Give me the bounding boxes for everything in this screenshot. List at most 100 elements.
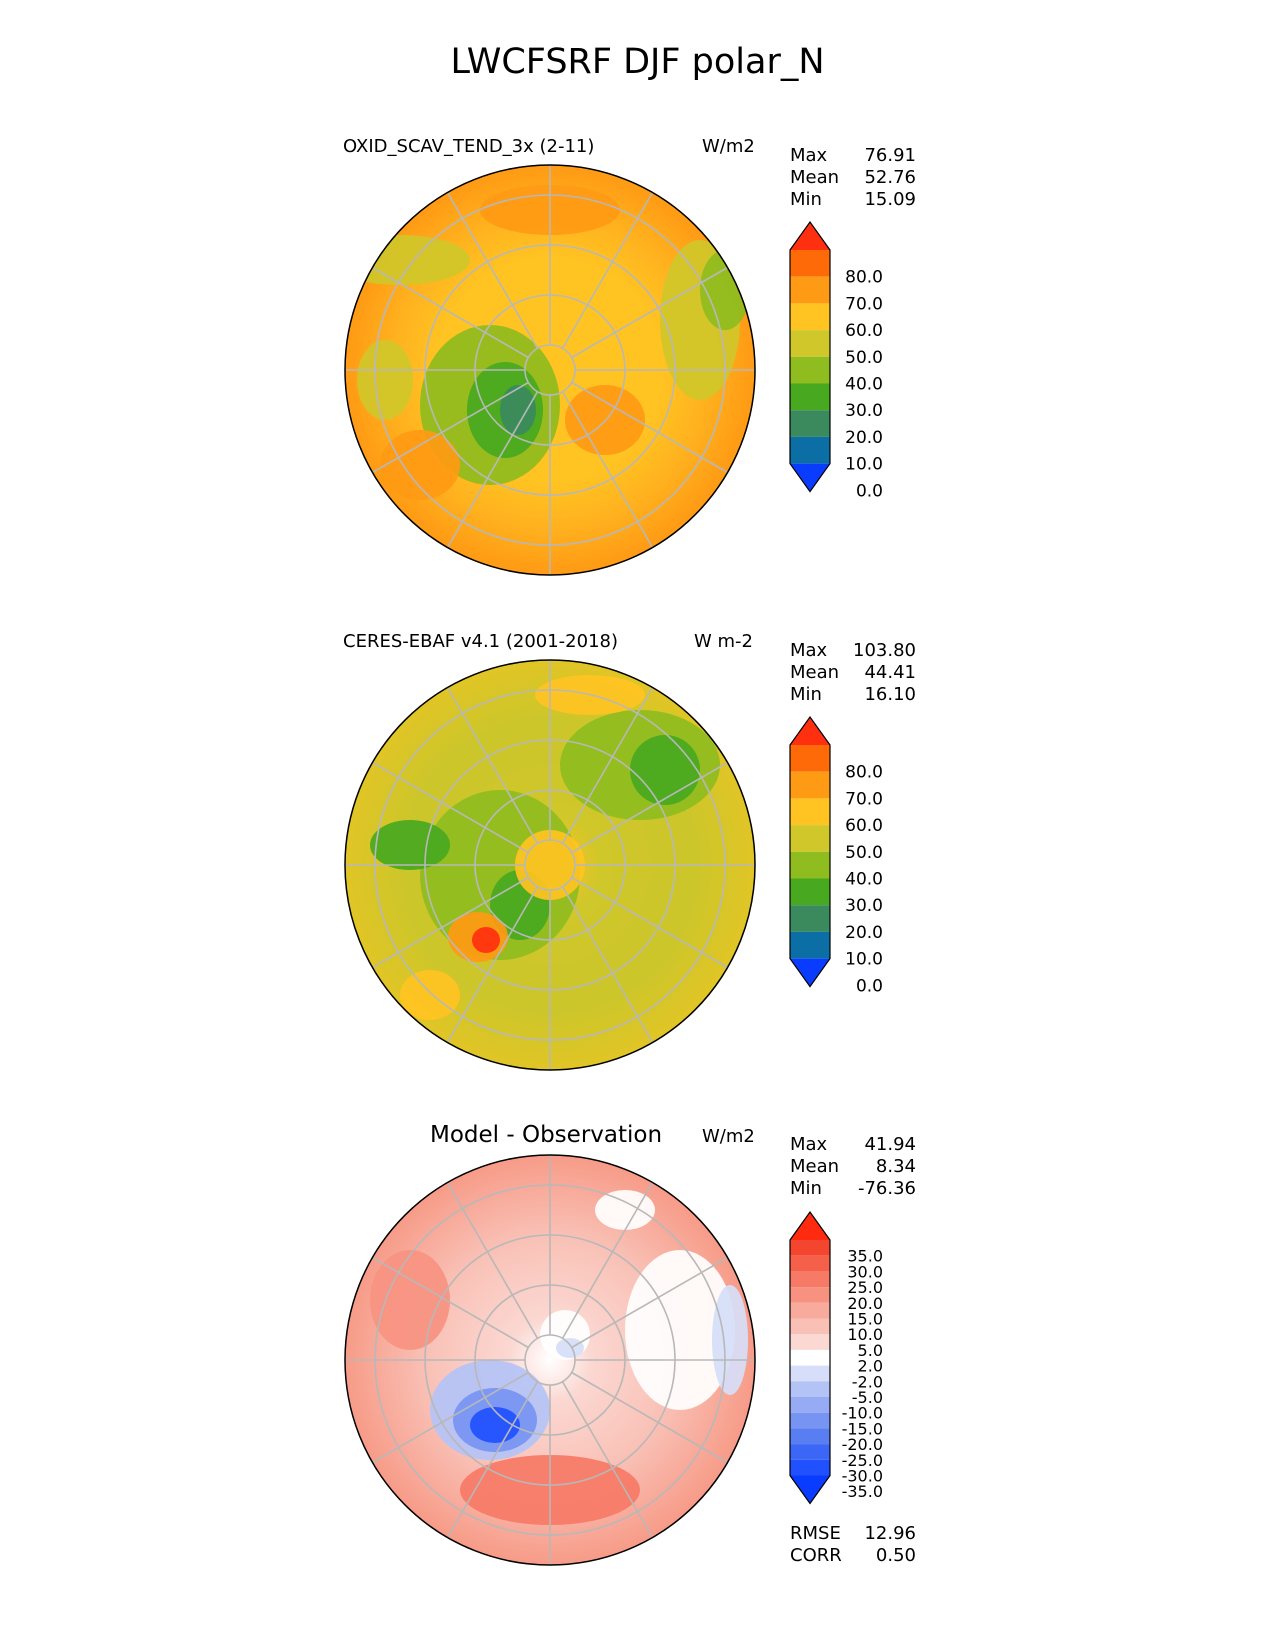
colorbar-3-segment xyxy=(790,1302,830,1319)
panel1-min-label: Min xyxy=(790,189,822,210)
colorbar-3-tick-label: 5.0 xyxy=(858,1341,883,1360)
colorbar-3-tick-label: 35.0 xyxy=(847,1247,883,1266)
panel3-rmse-value: 12.96 xyxy=(864,1523,916,1544)
map-field-3 xyxy=(345,1155,755,1565)
colorbar-2: 80.0 70.0 60.0 50.0 40.0 30.0 20.0 10.0 0.0 xyxy=(789,715,883,996)
colorbar-3-segment xyxy=(790,1287,830,1303)
colorbar-3-segment xyxy=(790,1381,830,1397)
panel2-mean-label: Mean xyxy=(790,662,840,683)
colorbar-2-segment xyxy=(790,825,830,852)
panel1-min-value: 15.09 xyxy=(864,189,916,210)
colorbar-2-tick-label: 20.0 xyxy=(845,923,883,943)
colorbar-1-segment xyxy=(790,330,830,357)
colorbar-2-segment xyxy=(790,745,830,772)
colorbar-3-extend-top xyxy=(790,1212,830,1240)
colorbar-2-tick-label: 70.0 xyxy=(845,789,883,809)
panel2-min-label: Min xyxy=(790,684,822,705)
colorbar-3-tick-label: -10.0 xyxy=(842,1404,883,1423)
colorbar-1-tick-label: 40.0 xyxy=(845,375,883,395)
colorbar-1-segment xyxy=(790,303,830,331)
colorbar-1-segment xyxy=(790,250,830,277)
colorbar-3-tick-label: -20.0 xyxy=(842,1435,883,1454)
colorbar-3-tick-label: -25.0 xyxy=(842,1451,883,1470)
colorbar-1-tick-label: 20.0 xyxy=(845,428,883,448)
map-border-1 xyxy=(344,164,756,576)
colorbar-3-tick-label: -35.0 xyxy=(842,1482,883,1501)
panel2-units: W m-2 xyxy=(694,631,754,652)
panel3-min-label: Min xyxy=(790,1178,822,1199)
panel3-corr-value: 0.50 xyxy=(875,1545,916,1566)
colorbar-1-segment xyxy=(790,410,830,437)
colorbar-3-tick-label: 25.0 xyxy=(847,1278,883,1297)
colorbar-3-outline xyxy=(789,1210,831,1505)
colorbar-1-segment xyxy=(790,356,830,384)
panel1-mean-label: Mean xyxy=(790,167,840,188)
colorbar-3-segment xyxy=(790,1240,830,1256)
colorbar-1-extend-bottom xyxy=(790,463,830,492)
colorbar-1-tick-label: 70.0 xyxy=(845,294,883,314)
colorbar-3-segment xyxy=(790,1459,830,1476)
panel1-units: W/m2 xyxy=(702,136,755,157)
panel3-min-value: -76.36 xyxy=(857,1178,916,1199)
colorbar-2-extend-bottom xyxy=(790,958,830,987)
panel3-max-value: 41.94 xyxy=(864,1134,916,1155)
colorbar-2-tick-label: 10.0 xyxy=(845,950,883,970)
colorbar-2-outline xyxy=(789,715,831,988)
panel3-units: W/m2 xyxy=(702,1126,755,1147)
panel2-title: CERES-EBAF v4.1 (2001-2018) xyxy=(343,631,619,652)
colorbar-2-segment xyxy=(790,905,830,932)
colorbar-2-segment xyxy=(790,931,830,959)
colorbar-3-tick-label: -15.0 xyxy=(842,1419,883,1438)
colorbar-2-tick-label: 50.0 xyxy=(845,843,883,863)
colorbar-3: 35.030.025.020.015.010.05.02.0-2.0-5.0-1… xyxy=(789,1210,883,1505)
colorbar-1-tick-label: 10.0 xyxy=(845,455,883,475)
colorbar-3-segment xyxy=(790,1318,830,1335)
panel1-title: OXID_SCAV_TEND_3x (2-11) xyxy=(343,136,595,157)
colorbar-2-segment xyxy=(790,878,830,906)
colorbar-1-tick-label: 80.0 xyxy=(845,268,883,288)
colorbar-2-segment xyxy=(790,851,830,879)
polar-map-3 xyxy=(344,1154,756,1566)
panel1-max-value: 76.91 xyxy=(864,145,916,166)
colorbar-3-segment xyxy=(790,1444,830,1460)
panel1-max-label: Max xyxy=(790,145,828,166)
colorbar-2-segment xyxy=(790,798,830,826)
colorbar-3-tick-label: 30.0 xyxy=(847,1262,883,1281)
colorbar-3-segment xyxy=(790,1428,830,1445)
colorbar-2-tick-label: 80.0 xyxy=(845,763,883,783)
panel3-title: Model - Observation xyxy=(430,1122,663,1148)
panel3-mean-value: 8.34 xyxy=(875,1156,916,1177)
graticule-1 xyxy=(345,165,755,575)
panel1-mean-value: 52.76 xyxy=(864,167,916,188)
panel2-mean-value: 44.41 xyxy=(864,662,916,683)
panel3-mean-label: Mean xyxy=(790,1156,840,1177)
colorbar-2-tick-label: 40.0 xyxy=(845,870,883,890)
colorbar-2-tick-label: 60.0 xyxy=(845,816,883,836)
colorbar-3-tick-label: 20.0 xyxy=(847,1294,883,1313)
panel3-max-label: Max xyxy=(790,1134,828,1155)
colorbar-3-segment xyxy=(790,1365,830,1382)
colorbar-1-tick-label: 50.0 xyxy=(845,348,883,368)
panel3-rmse-label: RMSE xyxy=(790,1523,841,1544)
colorbar-3-segment xyxy=(790,1397,830,1413)
colorbar-3-tick-label: 2.0 xyxy=(858,1357,883,1376)
colorbar-1-tick-label: 0.0 xyxy=(856,481,883,501)
panel3-corr-label: CORR xyxy=(790,1545,842,1566)
colorbar-1-extend-top xyxy=(790,222,830,250)
colorbar-1-segment xyxy=(790,276,830,304)
colorbar-2-segment xyxy=(790,771,830,799)
colorbar-1-tick-label: 60.0 xyxy=(845,321,883,341)
polar-map-1 xyxy=(344,164,756,576)
panel2-max-label: Max xyxy=(790,640,828,661)
colorbar-1-segment xyxy=(790,383,830,411)
panel2-min-value: 16.10 xyxy=(864,684,916,705)
polar-map-2 xyxy=(344,659,756,1071)
colorbar-2-tick-label: 30.0 xyxy=(845,896,883,916)
figure-title: LWCFSRF DJF polar_N xyxy=(450,42,825,82)
colorbar-3-segment xyxy=(790,1271,830,1288)
colorbar-3-tick-label: 15.0 xyxy=(847,1310,883,1329)
colorbar-1-outline xyxy=(789,220,831,493)
graticule-3 xyxy=(345,1155,755,1565)
colorbar-3-tick-label: 10.0 xyxy=(847,1325,883,1344)
